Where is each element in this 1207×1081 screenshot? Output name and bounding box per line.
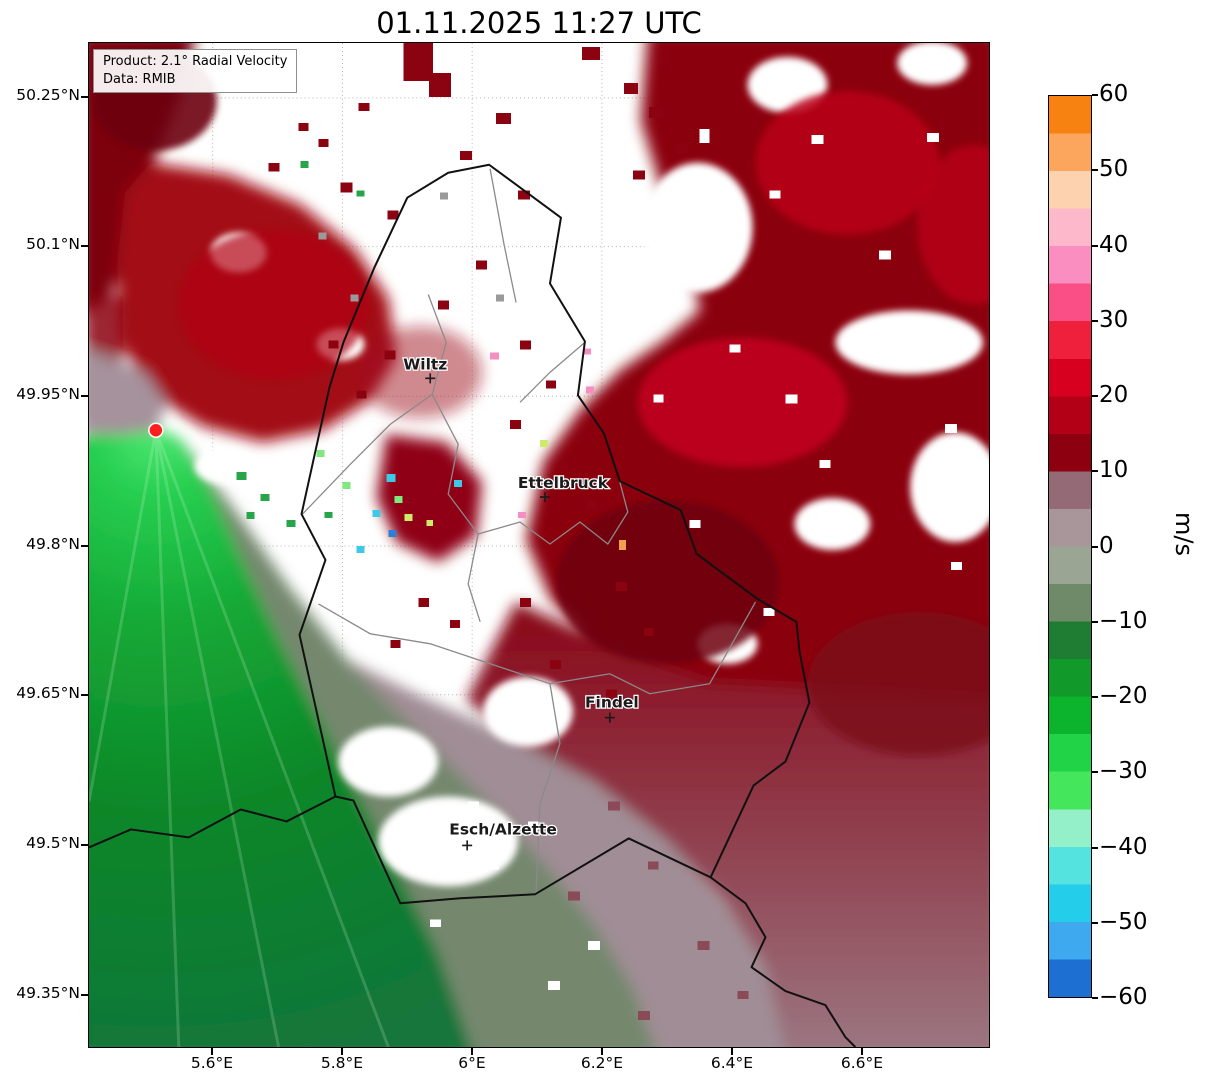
colorbar-tick-label: 60 [1099,81,1129,107]
region-positive-ettelbruck-cluster [376,434,483,562]
region-negative-green-fan [89,422,472,1047]
city-ettelbruck: Ettelbruck [517,473,610,503]
colorbar-tick-label: 50 [1099,156,1129,182]
colorbar-tick-label: −10 [1099,608,1148,634]
y-axis-tick-label: 49.65°N [16,684,80,702]
y-axis-tick-mark [81,694,88,696]
belgium-france-border [89,795,336,849]
colorbar-tick-mark [1092,922,1098,924]
y-axis-tick-label: 49.5°N [26,834,80,852]
colorbar-tick-label: −40 [1099,834,1148,860]
colorbar-tick-mark [1092,470,1098,472]
data-gaps [194,43,989,887]
y-axis-tick-mark [81,545,88,547]
city-marker-ettelbruck [539,492,550,503]
y-axis-tick-label: 49.35°N [16,984,80,1002]
region-positive-nw-extension [358,326,483,419]
velocity-field [89,43,989,1047]
x-axis-tick-mark [341,1048,343,1055]
city-findel: Findel [584,692,640,723]
city-label-findel: Findel [585,694,639,712]
radar-beam-streaks [89,429,390,1047]
noise-speckles [236,43,963,1021]
y-axis-tick-mark [81,844,88,846]
city-label-esch-alzette: Esch/Alzette [449,820,557,838]
colorbar-tick-label: −50 [1099,909,1148,935]
x-axis-tick-mark [731,1048,733,1055]
colorbar-tick-label: 40 [1099,232,1129,258]
y-axis-tick-label: 50.1°N [26,235,80,253]
france-germany-border [710,876,857,1047]
data-source-line: Data: RMIB [103,72,176,88]
x-axis-tick-mark [211,1048,213,1055]
colorbar-tick-label: 10 [1099,457,1129,483]
x-axis-tick-mark [601,1048,603,1055]
colorbar-tick-mark [1092,94,1098,96]
city-esch-alzette: Esch/Alzette [448,819,558,851]
colorbar-tick-label: 30 [1099,307,1129,333]
district-borders [302,168,757,894]
y-axis-tick-label: 49.95°N [16,385,80,403]
x-axis-tick-label: 6.2°E [580,1054,624,1072]
region-transition-mauve [346,659,785,1047]
y-axis-tick-mark [81,245,88,247]
x-axis-tick-label: 5.8°E [320,1054,364,1072]
colorbar-tick-mark [1092,847,1098,849]
colorbar-tick-mark [1092,696,1098,698]
colorbar [1048,95,1092,998]
country-borders [89,163,857,1047]
x-axis-tick-label: 6°E [458,1054,486,1072]
city-label-wiltz: Wiltz [403,355,447,373]
city-marker-wiltz [425,373,436,384]
radar-site-marker [148,422,164,438]
figure-title: 01.11.2025 11:27 UTC [376,6,702,40]
city-marker-esch-alzette [462,840,473,851]
y-axis-tick-mark [81,96,88,98]
product-info-box: Product: 2.1° Radial Velocity Data: RMIB [93,49,298,94]
city-labels: Wiltz Ettelbruck Findel Esch/Alzette [402,354,640,851]
colorbar-tick-label: −30 [1099,758,1148,784]
colorbar-tick-mark [1092,997,1098,999]
colorbar-tick-label: 0 [1099,533,1114,559]
city-marker-findel [604,712,615,723]
y-axis-tick-mark [81,994,88,996]
colorbar-tick-label: −60 [1099,984,1148,1010]
colorbar-tick-mark [1092,621,1098,623]
x-axis-tick-mark [471,1048,473,1055]
y-axis-tick-label: 50.25°N [16,86,80,104]
colorbar-tick-mark [1092,320,1098,322]
colorbar-tick-mark [1092,546,1098,548]
colorbar-tick-label: −20 [1099,683,1148,709]
city-label-ettelbruck: Ettelbruck [518,474,609,492]
colorbar-tick-label: 20 [1099,382,1129,408]
x-axis-tick-label: 6.4°E [710,1054,754,1072]
y-axis-tick-label: 49.8°N [26,535,80,553]
y-axis-tick-mark [81,395,88,397]
colorbar-tick-mark [1092,395,1098,397]
x-axis-tick-mark [861,1048,863,1055]
colorbar-unit-label: m/s [1170,512,1198,556]
colorbar-tick-mark [1092,245,1098,247]
colorbar-tick-mark [1092,771,1098,773]
region-mauve-fan-above-radar [89,352,167,435]
colorbar-gradient [1049,96,1091,997]
radar-map: Wiltz Ettelbruck Findel Esch/Alzette [89,43,989,1047]
colorbar-tick-mark [1092,169,1098,171]
plot-area: Wiltz Ettelbruck Findel Esch/Alzette Pro… [88,42,990,1048]
product-line: Product: 2.1° Radial Velocity [103,54,288,69]
city-wiltz: Wiltz [402,354,449,384]
x-axis-tick-label: 6.6°E [840,1054,884,1072]
x-axis-tick-label: 5.6°E [190,1054,234,1072]
